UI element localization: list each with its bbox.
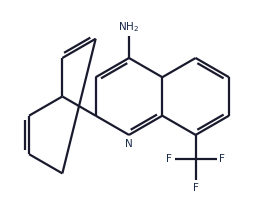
- Text: N: N: [125, 139, 133, 149]
- Text: F: F: [166, 154, 172, 164]
- Text: NH$_2$: NH$_2$: [118, 20, 140, 34]
- Text: F: F: [219, 154, 225, 164]
- Text: F: F: [193, 183, 199, 193]
